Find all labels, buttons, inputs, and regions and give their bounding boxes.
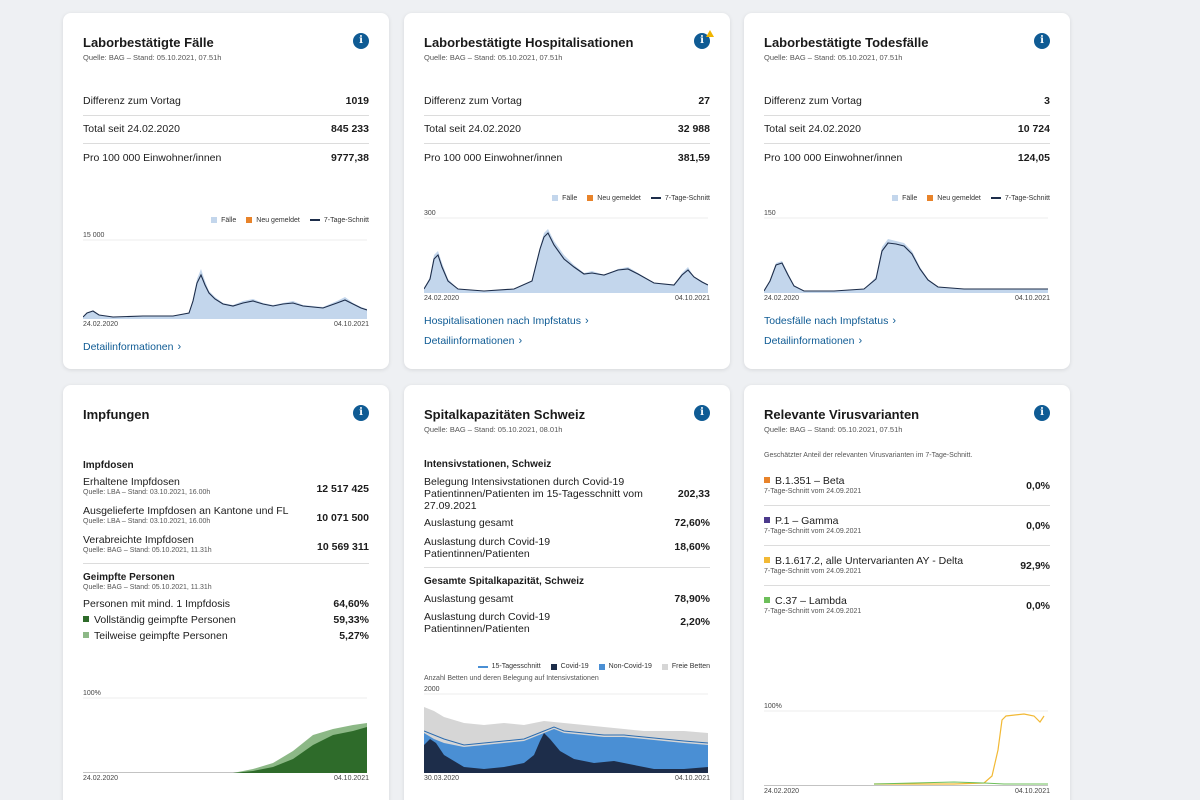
warning-icon bbox=[706, 30, 714, 37]
chart-caption: Anzahl Betten und deren Belegung auf Int… bbox=[424, 675, 599, 682]
detail-link[interactable]: Detailinformationen › bbox=[424, 334, 523, 347]
y-axis-max: 15 000 bbox=[83, 231, 105, 239]
persons-partial: Teilweise geimpfte Personen 5,27% bbox=[83, 630, 369, 642]
doses-received: Erhaltene Impfdosen Quelle: LBA – Stand: … bbox=[83, 476, 369, 496]
doses-delivered: Ausgelieferte Impfdosen an Kantone und F… bbox=[83, 505, 369, 525]
cases-source: Quelle: BAG – Stand: 05.10.2021, 07.51h bbox=[83, 53, 222, 62]
stat-row: Pro 100 000 Einwohner/innen 381,59 bbox=[424, 152, 710, 165]
capacity-source: Quelle: BAG – Stand: 05.10.2021, 08.01h bbox=[424, 425, 563, 434]
info-icon[interactable]: i bbox=[694, 405, 710, 421]
variants-intro: Geschätzter Anteil der relevanten Virusv… bbox=[764, 452, 973, 459]
hosp-stats: Differenz zum Vortag 27 Total seit 24.02.… bbox=[424, 87, 710, 173]
detail-link[interactable]: Detailinformationen › bbox=[83, 340, 182, 353]
icu-heading: Intensivstationen, Schweiz bbox=[424, 459, 552, 470]
stat-row: Total seit 24.02.2020 10 724 bbox=[764, 116, 1050, 144]
list-item: C.37 – Lambda 7-Tage-Schnitt vom 24.09.20… bbox=[764, 595, 1050, 615]
stat-row: Differenz zum Vortag 3 bbox=[764, 87, 1050, 116]
cases-chart[interactable] bbox=[83, 239, 367, 319]
info-icon[interactable]: i bbox=[353, 405, 369, 421]
x-axis-dates: 24.02.2020 04.10.2021 bbox=[764, 788, 1050, 795]
icu-load-total: Auslastung gesamt 72,60% bbox=[424, 517, 710, 529]
capacity-title: Spitalkapazitäten Schweiz bbox=[424, 407, 586, 422]
list-item: B.1.351 – Beta 7-Tage-Schnitt vom 24.09.2… bbox=[764, 466, 1050, 506]
variants-title: Relevante Virusvarianten bbox=[764, 407, 920, 422]
doses-heading: Impfdosen bbox=[83, 460, 134, 471]
x-axis-dates: 24.02.2020 04.10.2021 bbox=[424, 294, 710, 302]
icu-load-covid: Auslastung durch Covid-19 Patientinnen/P… bbox=[424, 536, 710, 560]
hosp-card: Laborbestätigte Hospitalisationen Quelle… bbox=[404, 13, 730, 369]
total-capacity-heading: Gesamte Spitalkapazität, Schweiz bbox=[424, 576, 585, 587]
icu-chart[interactable] bbox=[424, 693, 708, 773]
list-item: B.1.617.2, alle Untervarianten AY - Delt… bbox=[764, 546, 1050, 586]
vaccination-status-link[interactable]: Hospitalisationen nach Impfstatus › bbox=[424, 314, 589, 327]
stat-row: Total seit 24.02.2020 32 988 bbox=[424, 116, 710, 144]
y-axis-max: 2000 bbox=[424, 686, 440, 693]
chart-legend: 15-Tagesschnitt Covid-19 Non-Covid-19 Fr… bbox=[424, 663, 710, 670]
cases-title: Laborbestätigte Fälle bbox=[83, 35, 214, 50]
x-axis-dates: 24.02.2020 04.10.2021 bbox=[83, 775, 369, 782]
stat-row: Differenz zum Vortag 27 bbox=[424, 87, 710, 116]
variants-list: B.1.351 – Beta 7-Tage-Schnitt vom 24.09.2… bbox=[764, 466, 1050, 625]
hosp-chart[interactable] bbox=[424, 217, 708, 293]
chart-legend: Fälle Neu gemeldet 7-Tage-Schnitt bbox=[764, 195, 1050, 202]
info-icon[interactable]: i bbox=[1034, 33, 1050, 49]
y-axis-max: 100% bbox=[764, 703, 782, 710]
doses-administered: Verabreichte Impfdosen Quelle: BAG – Stan… bbox=[83, 534, 369, 554]
vaccination-title: Impfungen bbox=[83, 407, 150, 422]
stat-row: Pro 100 000 Einwohner/innen 124,05 bbox=[764, 152, 1050, 165]
total-load-covid: Auslastung durch Covid-19 Patientinnen/P… bbox=[424, 611, 710, 635]
vaccination-status-link[interactable]: Todesfälle nach Impfstatus › bbox=[764, 314, 896, 327]
total-load: Auslastung gesamt 78,90% bbox=[424, 593, 710, 605]
deaths-stats: Differenz zum Vortag 3 Total seit 24.02.2… bbox=[764, 87, 1050, 173]
icu-occupancy: Belegung Intensivstationen durch Covid-1… bbox=[424, 476, 710, 512]
persons-one-dose: Personen mit mind. 1 Impfdosis 64,60% bbox=[83, 598, 369, 610]
variants-chart[interactable] bbox=[764, 710, 1048, 786]
deaths-chart[interactable] bbox=[764, 217, 1048, 293]
hospital-capacity-card: Spitalkapazitäten Schweiz Quelle: BAG – … bbox=[404, 385, 730, 800]
y-axis-max: 100% bbox=[83, 690, 101, 697]
persons-full: Vollständig geimpfte Personen 59,33% bbox=[83, 614, 369, 626]
hosp-source: Quelle: BAG – Stand: 05.10.2021, 07.51h bbox=[424, 53, 563, 62]
x-axis-dates: 30.03.2020 04.10.2021 bbox=[424, 775, 710, 782]
cases-card: Laborbestätigte Fälle Quelle: BAG – Stan… bbox=[63, 13, 389, 369]
stat-row: Differenz zum Vortag 1019 bbox=[83, 87, 369, 116]
chart-legend: Fälle Neu gemeldet 7-Tage-Schnitt bbox=[83, 217, 369, 224]
stat-row: Total seit 24.02.2020 845 233 bbox=[83, 116, 369, 144]
x-axis-dates: 24.02.2020 04.10.2021 bbox=[83, 320, 369, 328]
info-icon[interactable]: i bbox=[353, 33, 369, 49]
deaths-title: Laborbestätigte Todesfälle bbox=[764, 35, 929, 50]
variants-source: Quelle: BAG – Stand: 05.10.2021, 07.51h bbox=[764, 425, 903, 434]
deaths-card: Laborbestätigte Todesfälle Quelle: BAG –… bbox=[744, 13, 1070, 369]
stat-row: Pro 100 000 Einwohner/innen 9777,38 bbox=[83, 152, 369, 165]
chart-legend: Fälle Neu gemeldet 7-Tage-Schnitt bbox=[424, 195, 710, 202]
y-axis-max: 300 bbox=[424, 209, 436, 217]
deaths-source: Quelle: BAG – Stand: 05.10.2021, 07.51h bbox=[764, 53, 903, 62]
persons-source: Quelle: BAG – Stand: 05.10.2021, 11.31h bbox=[83, 584, 212, 591]
hosp-title: Laborbestätigte Hospitalisationen bbox=[424, 35, 634, 50]
cases-stats: Differenz zum Vortag 1019 Total seit 24.0… bbox=[83, 87, 369, 173]
variants-card: Relevante Virusvarianten Quelle: BAG – S… bbox=[744, 385, 1070, 800]
info-icon[interactable]: i bbox=[1034, 405, 1050, 421]
x-axis-dates: 24.02.2020 04.10.2021 bbox=[764, 294, 1050, 302]
y-axis-max: 150 bbox=[764, 209, 776, 217]
detail-link[interactable]: Detailinformationen › bbox=[764, 334, 863, 347]
list-item: P.1 – Gamma 7-Tage-Schnitt vom 24.09.2021… bbox=[764, 506, 1050, 546]
vaccination-card: Impfungen i Impfdosen Erhaltene Impfdose… bbox=[63, 385, 389, 800]
vaccination-chart[interactable] bbox=[83, 697, 367, 773]
info-icon[interactable]: i bbox=[694, 33, 710, 49]
persons-heading: Geimpfte Personen bbox=[83, 572, 175, 583]
